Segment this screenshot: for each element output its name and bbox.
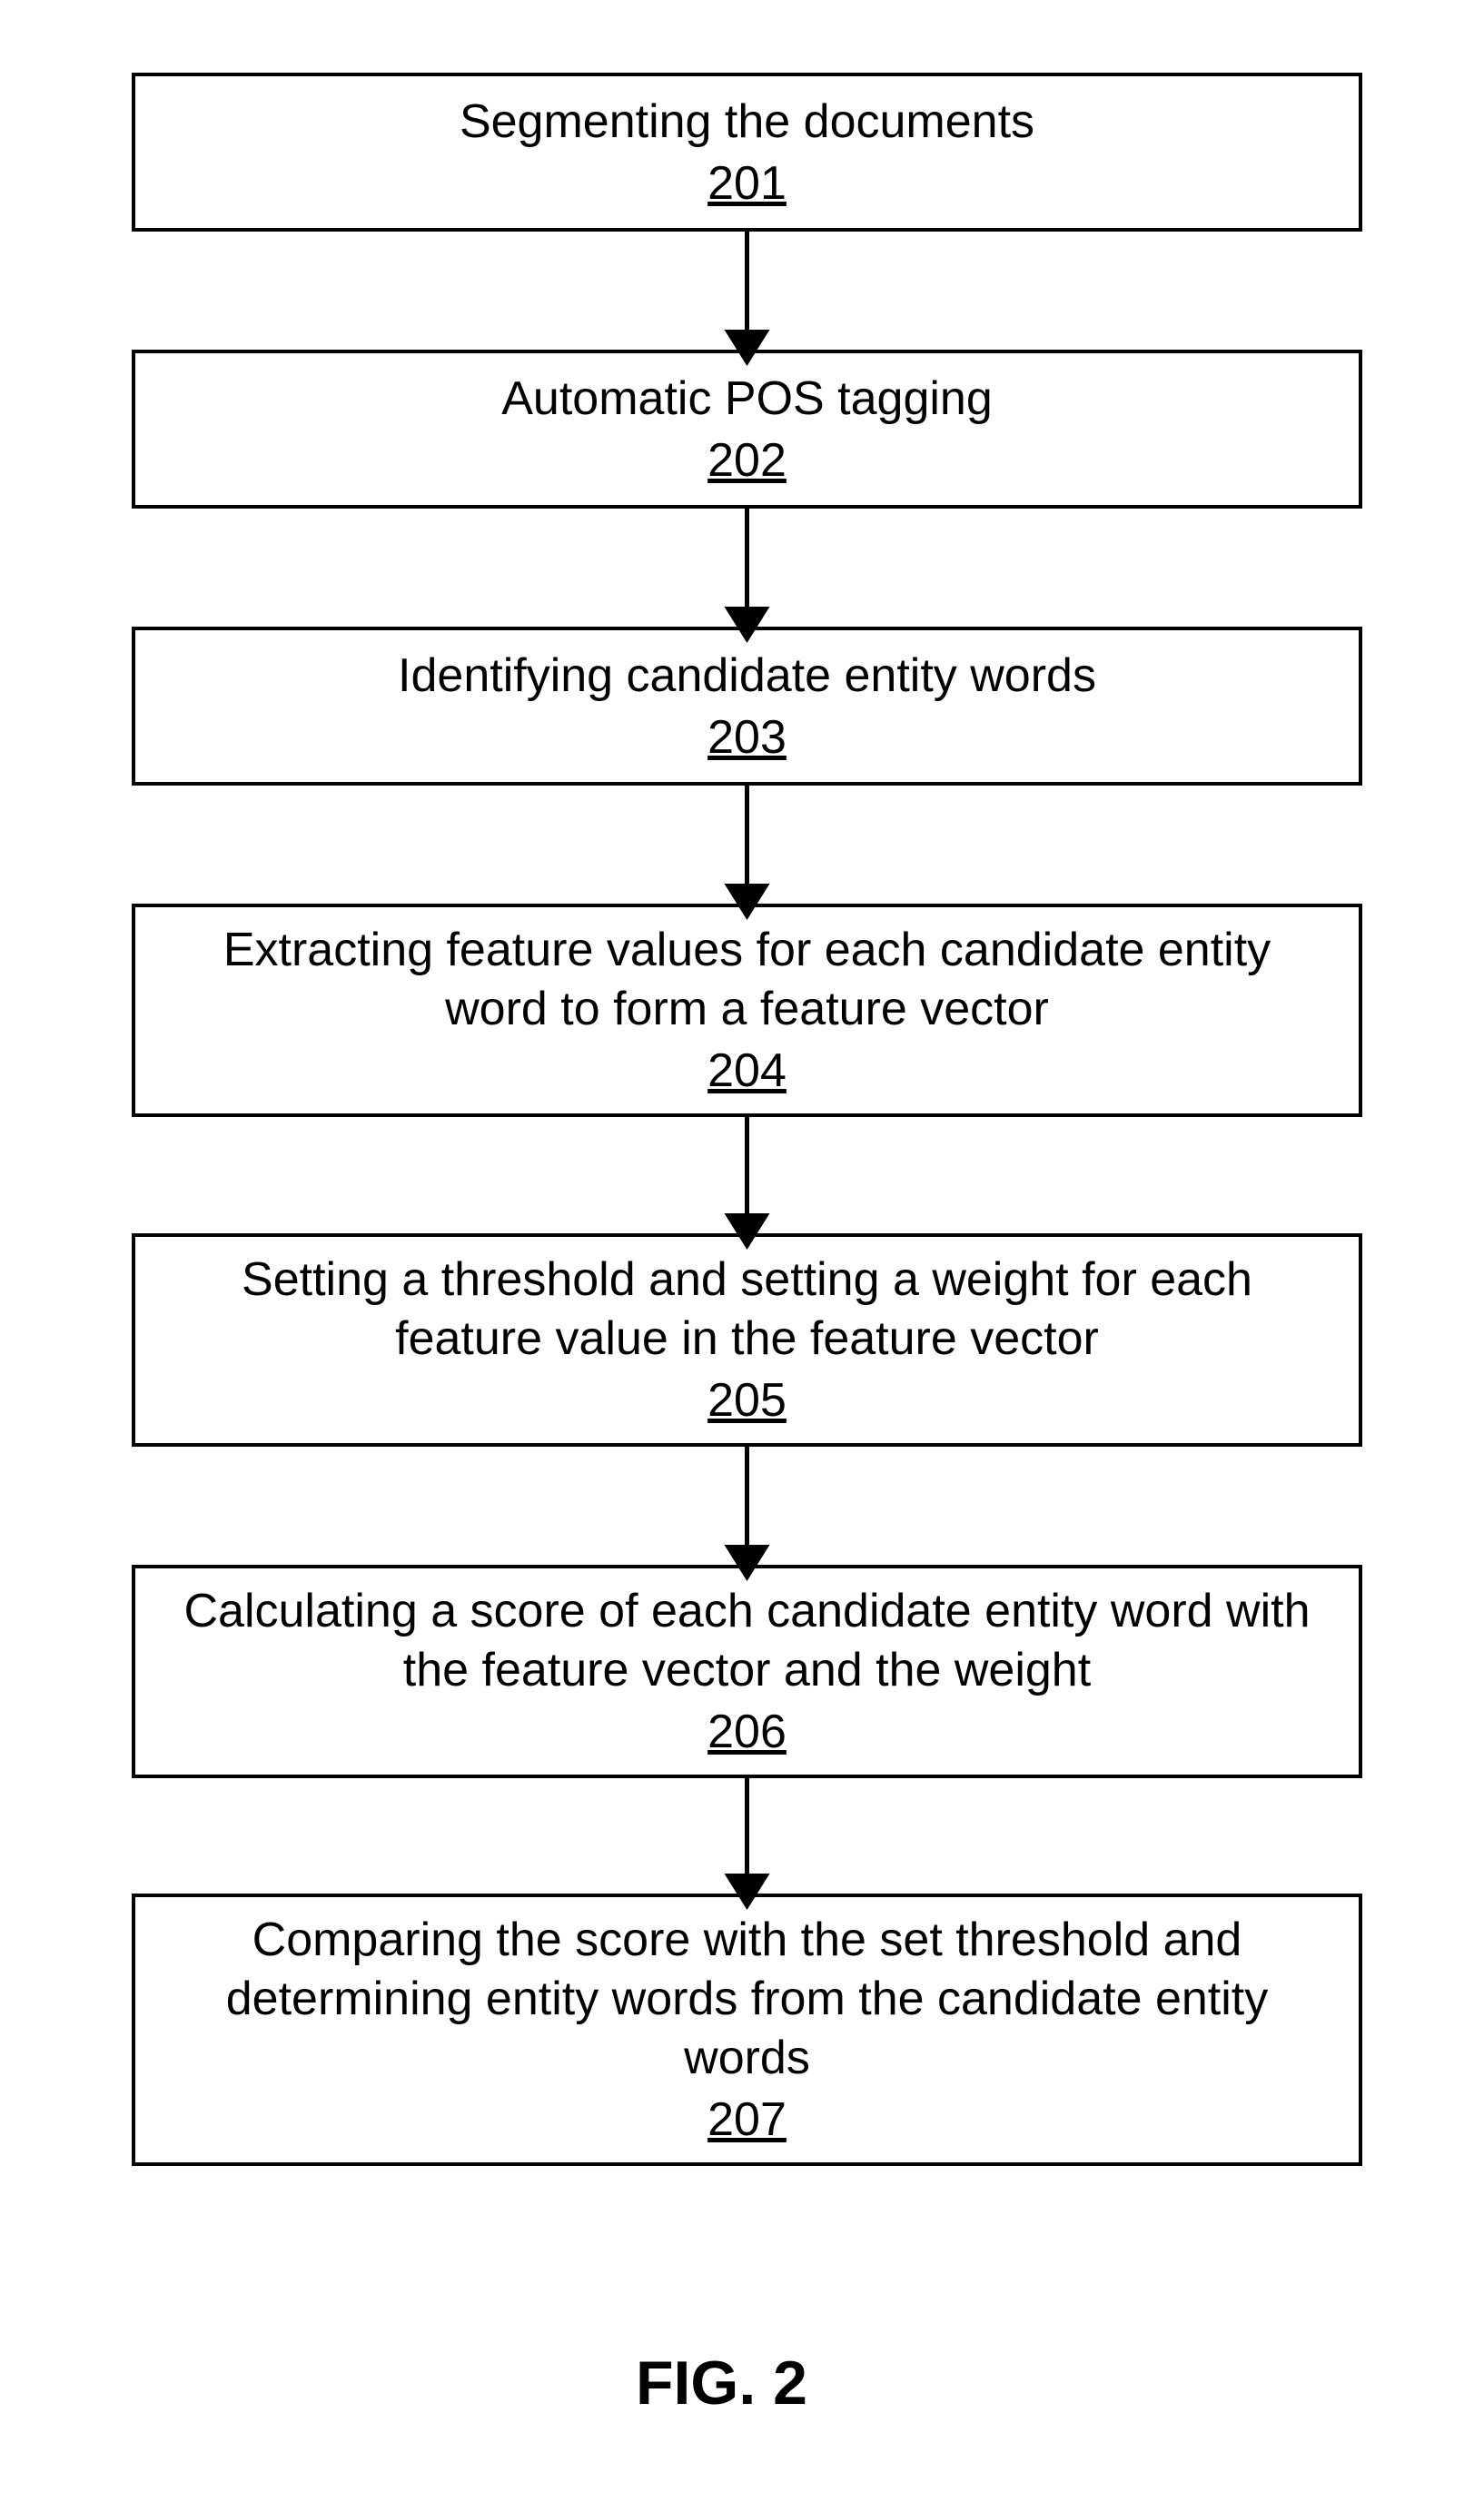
flow-node-text: Extracting feature values for each candi… xyxy=(172,921,1322,1039)
flow-node: Automatic POS tagging202 xyxy=(132,350,1362,509)
flow-node-ref: 204 xyxy=(707,1043,787,1099)
flow-node-text: Segmenting the documents xyxy=(460,93,1034,152)
flow-node-ref: 201 xyxy=(707,155,787,212)
flow-node: Setting a threshold and setting a weight… xyxy=(132,1233,1362,1447)
flow-node-ref: 207 xyxy=(707,2092,787,2148)
flow-node: Calculating a score of each candidate en… xyxy=(132,1565,1362,1778)
flow-node-text: Comparing the score with the set thresho… xyxy=(172,1911,1322,2088)
flow-node: Extracting feature values for each candi… xyxy=(132,904,1362,1117)
flow-node-text: Automatic POS tagging xyxy=(501,370,993,429)
flow-node-text: Identifying candidate entity words xyxy=(398,647,1096,706)
flow-node-ref: 202 xyxy=(707,432,787,489)
flow-node-ref: 206 xyxy=(707,1704,787,1760)
flow-node-text: Setting a threshold and setting a weight… xyxy=(172,1251,1322,1369)
flow-node: Segmenting the documents201 xyxy=(132,73,1362,232)
flow-node-ref: 205 xyxy=(707,1372,787,1429)
flowchart-canvas: Segmenting the documents201 Automatic POS… xyxy=(0,0,1484,2502)
flow-node-text: Calculating a score of each candidate en… xyxy=(172,1582,1322,1700)
flow-node-ref: 203 xyxy=(707,709,787,766)
figure-caption: FIG. 2 xyxy=(636,2348,807,2418)
flow-node: Comparing the score with the set thresho… xyxy=(132,1894,1362,2166)
flow-node: Identifying candidate entity words203 xyxy=(132,627,1362,786)
